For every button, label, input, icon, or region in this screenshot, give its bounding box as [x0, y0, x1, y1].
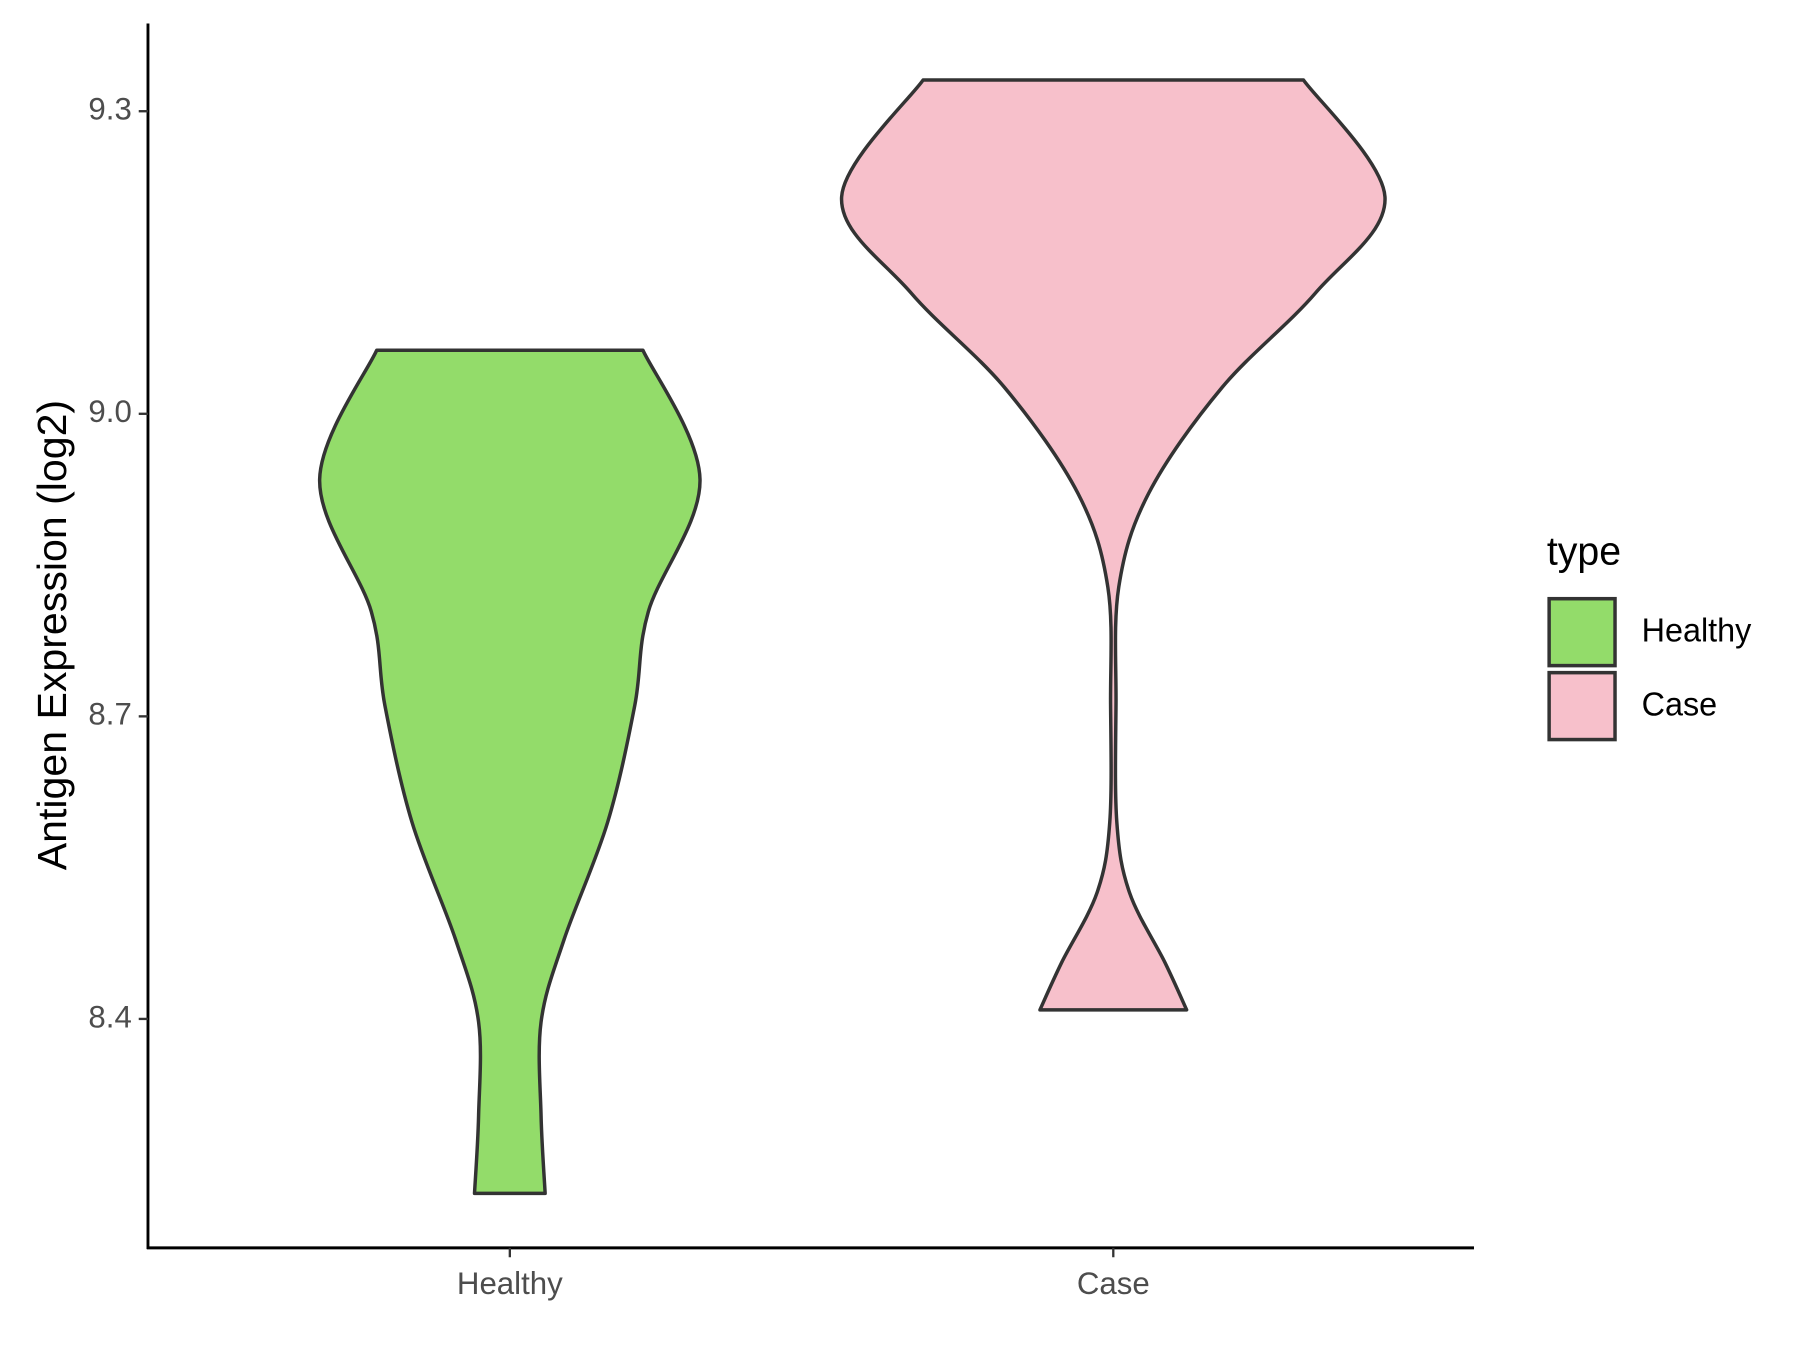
y-tick-label: 9.3	[88, 91, 131, 126]
legend-label: Healthy	[1642, 611, 1752, 648]
legend-swatch	[1547, 670, 1617, 742]
violin	[839, 78, 1387, 1012]
legend-title: type	[1547, 529, 1621, 573]
y-axis-label: Antigen Expression (log2)	[29, 400, 75, 870]
legend-label: Case	[1642, 685, 1718, 722]
y-tick-label: 8.7	[88, 697, 131, 732]
y-tick-label: 8.4	[88, 999, 131, 1034]
violin	[317, 348, 702, 1196]
x-tick-label: Case	[1077, 1266, 1150, 1301]
x-tick-label: Healthy	[457, 1266, 563, 1301]
y-tick-label: 9.0	[88, 394, 131, 429]
legend-swatch	[1547, 596, 1617, 668]
